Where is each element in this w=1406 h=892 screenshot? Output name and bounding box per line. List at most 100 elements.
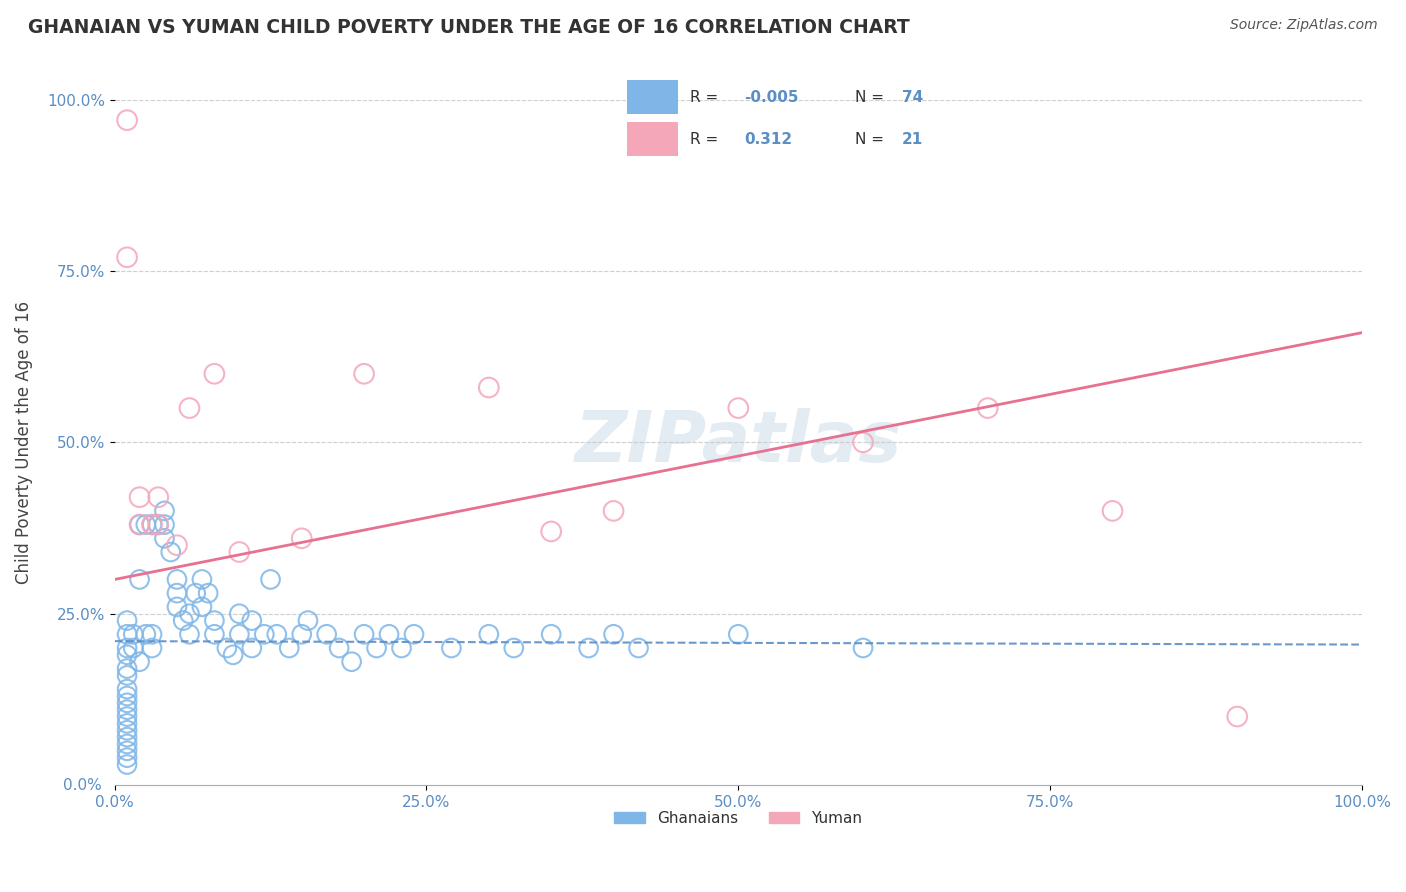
Point xyxy=(115,737,138,751)
Point xyxy=(148,517,170,532)
Text: 74: 74 xyxy=(903,90,924,104)
Point xyxy=(115,250,138,264)
Text: R =: R = xyxy=(689,132,723,146)
Point xyxy=(122,627,145,641)
Text: 21: 21 xyxy=(903,132,924,146)
Point xyxy=(128,517,150,532)
Text: N =: N = xyxy=(855,90,889,104)
Point xyxy=(128,573,150,587)
Point xyxy=(391,640,413,655)
Point xyxy=(166,538,188,552)
Point xyxy=(128,655,150,669)
Point xyxy=(166,586,188,600)
Text: N =: N = xyxy=(855,132,889,146)
Point xyxy=(291,531,314,545)
Point xyxy=(297,614,319,628)
Point xyxy=(166,599,188,614)
Point xyxy=(159,545,181,559)
Point xyxy=(191,599,214,614)
Text: -0.005: -0.005 xyxy=(745,90,799,104)
Point xyxy=(1101,504,1123,518)
Point xyxy=(115,709,138,723)
Point xyxy=(1226,709,1249,723)
Point xyxy=(115,689,138,703)
Point xyxy=(135,517,157,532)
Point xyxy=(115,757,138,772)
Point xyxy=(122,640,145,655)
Point xyxy=(115,723,138,738)
Point xyxy=(172,614,194,628)
Point xyxy=(578,640,600,655)
Point xyxy=(115,744,138,758)
Point xyxy=(141,517,163,532)
Point xyxy=(340,655,363,669)
Point xyxy=(115,730,138,744)
Point xyxy=(602,504,624,518)
Point xyxy=(353,627,375,641)
Point xyxy=(184,586,207,600)
Point xyxy=(115,627,138,641)
Point xyxy=(166,573,188,587)
Point xyxy=(478,627,501,641)
FancyBboxPatch shape xyxy=(627,122,678,156)
Point xyxy=(353,367,375,381)
Text: 0.0%: 0.0% xyxy=(63,778,103,793)
Point xyxy=(228,627,250,641)
Point xyxy=(540,524,562,539)
Point xyxy=(115,614,138,628)
Point xyxy=(852,435,875,450)
Point xyxy=(440,640,463,655)
Point xyxy=(153,517,176,532)
Point xyxy=(378,627,401,641)
Point xyxy=(115,682,138,697)
Point xyxy=(179,627,201,641)
Point xyxy=(215,640,238,655)
Point xyxy=(502,640,524,655)
Point xyxy=(540,627,562,641)
Point xyxy=(153,531,176,545)
Legend: Ghanaians, Yuman: Ghanaians, Yuman xyxy=(607,805,869,832)
Point xyxy=(141,517,163,532)
Point xyxy=(259,573,281,587)
Point xyxy=(328,640,350,655)
Point xyxy=(115,750,138,764)
Point xyxy=(291,627,314,641)
Point xyxy=(153,504,176,518)
Point xyxy=(148,517,170,532)
Point xyxy=(228,545,250,559)
Text: R =: R = xyxy=(689,90,723,104)
Point xyxy=(852,640,875,655)
Point xyxy=(115,703,138,717)
Point xyxy=(253,627,276,641)
Point xyxy=(197,586,219,600)
Point xyxy=(191,573,214,587)
Text: GHANAIAN VS YUMAN CHILD POVERTY UNDER THE AGE OF 16 CORRELATION CHART: GHANAIAN VS YUMAN CHILD POVERTY UNDER TH… xyxy=(28,18,910,37)
Point xyxy=(179,607,201,621)
Text: ZIPatlas: ZIPatlas xyxy=(575,408,903,477)
Text: Source: ZipAtlas.com: Source: ZipAtlas.com xyxy=(1230,18,1378,32)
Point xyxy=(115,648,138,662)
Point xyxy=(627,640,650,655)
Point xyxy=(179,401,201,415)
Point xyxy=(128,490,150,504)
Point xyxy=(315,627,337,641)
Point xyxy=(115,640,138,655)
Point xyxy=(402,627,425,641)
Point xyxy=(202,627,225,641)
Text: 0.312: 0.312 xyxy=(745,132,793,146)
Point xyxy=(977,401,1000,415)
Point xyxy=(602,627,624,641)
Point xyxy=(141,627,163,641)
Point xyxy=(115,113,138,128)
FancyBboxPatch shape xyxy=(627,80,678,114)
Point xyxy=(366,640,388,655)
Point xyxy=(141,640,163,655)
Point xyxy=(478,380,501,394)
Point xyxy=(202,367,225,381)
Point xyxy=(228,607,250,621)
Point xyxy=(128,517,150,532)
Point xyxy=(135,627,157,641)
Point xyxy=(278,640,301,655)
Point xyxy=(115,696,138,710)
Point xyxy=(222,648,245,662)
